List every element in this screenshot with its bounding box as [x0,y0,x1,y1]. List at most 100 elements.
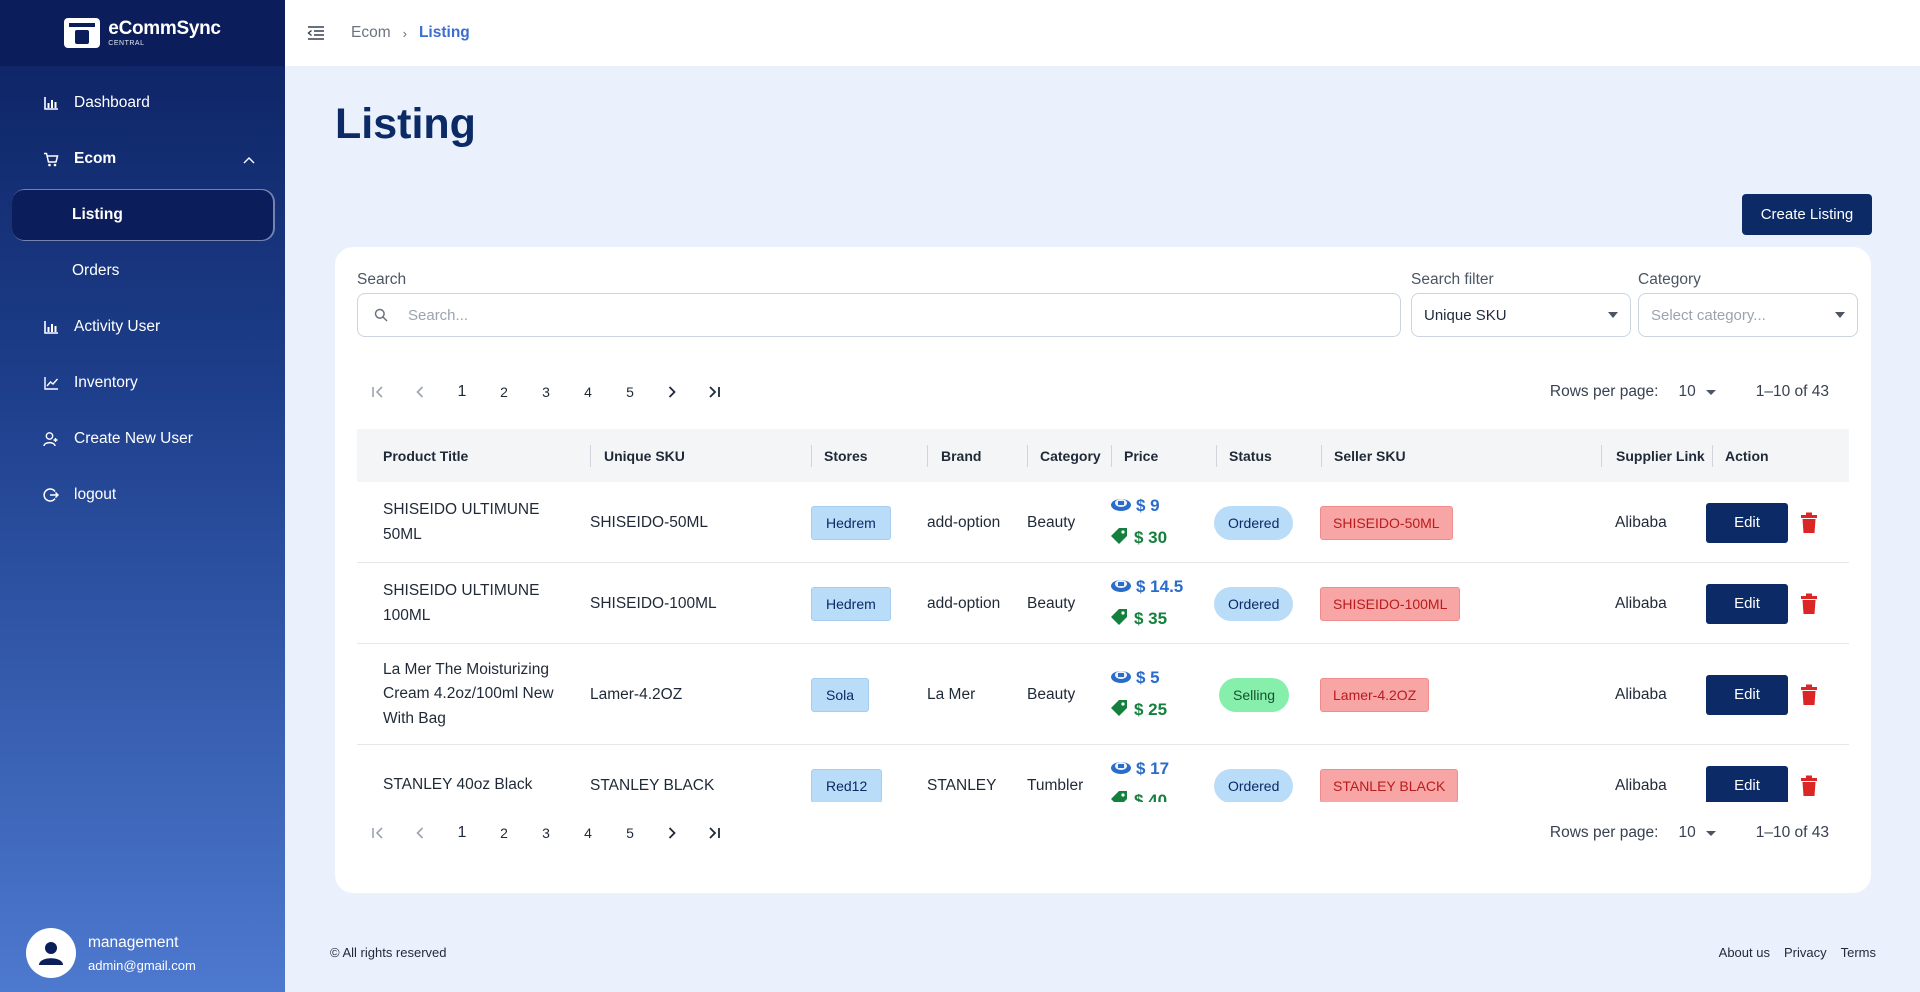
footer-links: About us Privacy Terms [1719,945,1876,960]
sidebar-item-logout[interactable]: logout [12,470,273,520]
supplier-link[interactable]: Alibaba [1615,776,1667,794]
cell-price: $ 17 $ 40 [1110,745,1169,802]
col-price[interactable]: Price [1112,429,1217,482]
price-tag-icon [1110,608,1128,631]
col-category[interactable]: Category [1028,429,1112,482]
edit-button[interactable]: Edit [1706,765,1788,802]
trash-icon[interactable] [1800,593,1818,615]
next-page-icon[interactable] [651,827,693,839]
search-filter-select[interactable]: Unique SKU [1411,293,1631,337]
page-5[interactable]: 5 [626,384,634,400]
col-product-title[interactable]: Product Title [383,429,591,482]
seller-sku-chip: STANLEY BLACK [1320,768,1459,802]
rows-per-page-select[interactable]: 10 [1678,824,1716,842]
edit-button[interactable]: Edit [1706,583,1788,624]
category-select[interactable]: Select category... [1638,293,1858,337]
cell-store: Red12 [811,745,883,802]
page-5[interactable]: 5 [626,825,634,841]
logout-icon [43,487,59,503]
sidebar-item-activity-user[interactable]: Activity User [12,302,273,352]
table-header: Product Title Unique SKU Stores Brand Ca… [357,429,1849,482]
breadcrumb: Ecom › Listing [351,24,470,42]
sidebar-item-create-new-user[interactable]: Create New User [12,414,273,464]
col-status[interactable]: Status [1217,429,1322,482]
col-unique-sku[interactable]: Unique SKU [591,429,812,482]
edit-button[interactable]: Edit [1706,674,1788,715]
footer-link-privacy[interactable]: Privacy [1783,945,1827,960]
page-1[interactable]: 1 [457,383,467,400]
category: Beauty [1027,513,1076,531]
breadcrumb-parent[interactable]: Ecom [351,24,391,41]
rows-per-page-label: Rows per page: [1549,824,1659,841]
user-profile[interactable]: management admin@gmail.com [26,928,196,978]
rows-per-page-select[interactable]: 10 [1678,383,1716,401]
logo[interactable]: eCommSync CENTRAL [0,0,285,66]
unique-sku: SHISEIDO-100ML [590,594,717,612]
listing-table: Product Title Unique SKU Stores Brand Ca… [357,429,1849,802]
table-row[interactable]: STANLEY 40oz Black STANLEY BLACK Red12 STAN… [357,745,1849,802]
brand: La Mer [927,685,976,703]
category: Beauty [1027,685,1076,703]
col-brand[interactable]: Brand [928,429,1028,482]
sidebar-item-inventory[interactable]: Inventory [12,358,273,408]
col-supplier-link[interactable]: Supplier Link [1602,429,1713,482]
sidebar-item-dashboard[interactable]: Dashboard [12,78,273,128]
status-badge: Selling [1219,677,1290,712]
trash-icon[interactable] [1800,775,1818,797]
col-stores[interactable]: Stores [812,429,928,482]
prev-page-icon[interactable] [399,827,441,839]
app-name: eCommSync [108,18,221,39]
sidebar-item-listing[interactable]: Listing [12,190,273,240]
col-seller-sku[interactable]: Seller SKU [1322,429,1602,482]
store-logo-icon [64,18,101,48]
cell-category: Tumbler [1027,745,1083,802]
sidebar-item-label: Listing [72,206,123,223]
footer-link-about[interactable]: About us [1718,945,1770,960]
page-2[interactable]: 2 [500,384,508,400]
seller-sku-chip: Lamer-4.2OZ [1320,677,1430,712]
category: Tumbler [1027,776,1084,794]
table-row[interactable]: SHISEIDO ULTIMUNE 50ML SHISEIDO-50ML Hedrem… [357,482,1849,563]
sidebar-item-ecom[interactable]: Ecom [12,134,273,184]
supplier-link[interactable]: Alibaba [1615,685,1667,703]
first-page-icon[interactable] [357,386,399,398]
edit-button[interactable]: Edit [1706,502,1788,543]
cell-seller-sku: SHISEIDO-100ML [1320,563,1461,644]
sidebar-item-orders[interactable]: Orders [12,246,273,296]
last-page-icon[interactable] [693,386,735,398]
cell-category: Beauty [1027,482,1075,563]
create-listing-button[interactable]: Create Listing [1742,194,1872,235]
sidebar: eCommSync CENTRAL Dashboard Ecom Listing… [0,0,285,992]
supplier-link[interactable]: Alibaba [1615,594,1667,612]
first-page-icon[interactable] [357,827,399,839]
cell-status: Ordered [1214,563,1294,644]
trash-icon[interactable] [1800,512,1818,534]
page-3[interactable]: 3 [542,825,550,841]
chevron-up-icon [243,151,255,169]
supplier-link[interactable]: Alibaba [1615,513,1667,531]
cell-store: Hedrem [811,563,891,644]
cell-supplier-link: Alibaba [1615,745,1667,802]
last-page-icon[interactable] [693,827,735,839]
seller-sku-chip: SHISEIDO-50ML [1320,505,1453,540]
page-2[interactable]: 2 [500,825,508,841]
prev-page-icon[interactable] [399,386,441,398]
menu-collapse-icon[interactable] [307,25,325,41]
cell-action: Edit [1706,563,1818,644]
cost-price: $ 17 [1136,759,1170,778]
product-title-line: Cream 4.2oz/100ml New [383,685,554,703]
footer-link-terms[interactable]: Terms [1840,945,1876,960]
table-row[interactable]: SHISEIDO ULTIMUNE 100ML SHISEIDO-100ML Hedr… [357,563,1849,644]
cell-product-title: SHISEIDO ULTIMUNE 50ML [383,482,583,563]
table-row[interactable]: La Mer The Moisturizing Cream 4.2oz/100ml… [357,644,1849,745]
page-4[interactable]: 4 [584,384,592,400]
purchase-price-icon [1110,496,1132,517]
search-input[interactable]: Search... [357,293,1401,337]
page-3[interactable]: 3 [542,384,550,400]
cell-supplier-link: Alibaba [1615,482,1667,563]
page-4[interactable]: 4 [584,825,592,841]
cell-action: Edit [1706,745,1818,802]
trash-icon[interactable] [1800,684,1818,706]
next-page-icon[interactable] [651,386,693,398]
page-1[interactable]: 1 [457,824,467,841]
